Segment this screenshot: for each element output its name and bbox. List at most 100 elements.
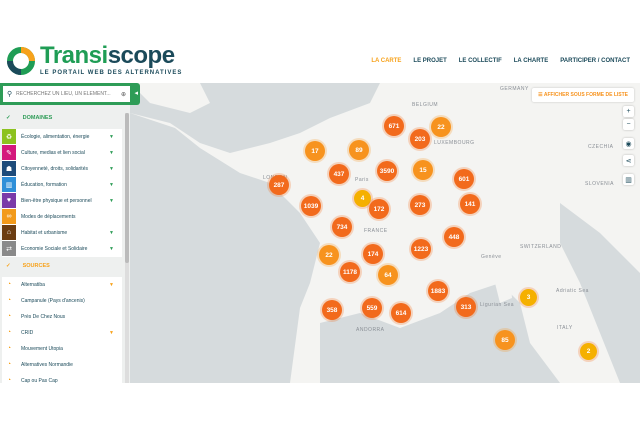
share-icon[interactable]: ⋖ — [623, 155, 634, 166]
chevron-down-icon[interactable]: ▼ — [109, 245, 114, 252]
nav-le-collectif[interactable]: LE COLLECTIF — [458, 58, 502, 64]
map-label: Adriatic Sea — [556, 288, 589, 294]
map-cluster[interactable]: 1039 — [301, 196, 321, 216]
chevron-down-icon[interactable]: ▼ — [109, 229, 114, 236]
map-cluster[interactable]: 64 — [378, 265, 398, 285]
map-cluster[interactable]: 313 — [456, 297, 476, 317]
map-label: SWITZERLAND — [520, 244, 562, 250]
map-cluster[interactable]: 174 — [363, 244, 383, 264]
map-cluster[interactable]: 287 — [269, 175, 289, 195]
map-layers-icon[interactable]: ▥ — [623, 174, 634, 185]
source-item[interactable]: ◔ Près De Chez Nous — [2, 309, 122, 325]
sidebar-scrollbar[interactable] — [125, 113, 129, 383]
search-bar: ⚲ ⊕ ◂ — [0, 83, 140, 105]
map-cluster[interactable]: 89 — [349, 140, 369, 160]
source-item[interactable]: ◔ Campanule (Pays d'ancenis) — [2, 293, 122, 309]
domain-label: Éducation, formation — [21, 181, 67, 188]
nav-la-carte[interactable]: LA CARTE — [371, 58, 402, 64]
source-label: Campanule (Pays d'ancenis) — [21, 297, 85, 304]
list-view-button[interactable]: ☰ AFFICHER SOUS FORME DE LISTE — [532, 88, 634, 102]
domains-list: ♻ Écologie, alimentation, énergie ▼ ✎ Cultur… — [2, 129, 122, 257]
locate-icon[interactable]: ◉ — [623, 138, 634, 149]
domain-item[interactable]: ✎ Culture, medias et lien social ▼ — [2, 145, 122, 161]
map-cluster[interactable]: 437 — [329, 164, 349, 184]
map-label: LUXEMBOURG — [434, 140, 475, 146]
chevron-down-icon[interactable]: ▼ — [109, 181, 114, 188]
map-label: Ligurian Sea — [480, 302, 515, 308]
tagline: LE PORTAIL WEB DES ALTERNATIVES — [40, 70, 183, 76]
chevron-down-icon[interactable]: ▼ — [109, 197, 114, 204]
source-item[interactable]: ◔ Cap ou Pas Cap — [2, 373, 122, 389]
zoom-in-button[interactable]: + — [623, 106, 634, 117]
map-cluster[interactable]: 172 — [369, 199, 389, 219]
map-label: BELGIUM — [412, 102, 439, 108]
map-cluster[interactable]: 1223 — [411, 239, 431, 259]
main-nav: LA CARTE LE PROJET LE COLLECTIF LA CHART… — [371, 58, 630, 64]
map-cluster[interactable]: 22 — [431, 117, 451, 137]
map-cluster[interactable]: 85 — [495, 330, 515, 350]
domain-item[interactable]: ⌂ Habitat et urbanisme ▼ — [2, 225, 122, 241]
map-cluster[interactable]: 203 — [410, 129, 430, 149]
map-label: GERMANY — [500, 86, 529, 92]
chevron-down-icon[interactable]: ▼ — [109, 281, 114, 288]
collapse-sidebar-icon[interactable]: ◂ — [134, 90, 138, 97]
map-label: ANDORRA — [356, 327, 385, 333]
heart-icon: ♥ — [2, 193, 16, 209]
map-label: Genève — [481, 254, 502, 260]
source-item[interactable]: ◔ CRID ▼ — [2, 325, 122, 341]
rss-icon: ◔ — [6, 361, 12, 369]
source-label: Alternatives Normandie — [21, 361, 73, 368]
map-cluster[interactable]: 2 — [580, 343, 597, 360]
map-cluster[interactable]: 22 — [319, 245, 339, 265]
rss-icon: ◔ — [6, 281, 12, 289]
source-label: Cap ou Pas Cap — [21, 377, 58, 384]
map-cluster[interactable]: 734 — [332, 217, 352, 237]
geolocate-icon[interactable]: ⊕ — [120, 91, 126, 98]
nav-le-projet[interactable]: LE PROJET — [413, 58, 447, 64]
map-cluster[interactable]: 1883 — [428, 281, 448, 301]
map-label: Paris — [355, 177, 369, 183]
map-cluster[interactable]: 3 — [520, 289, 537, 306]
source-label: Mouvement Utopia — [21, 345, 63, 352]
nav-la-charte[interactable]: LA CHARTE — [513, 58, 549, 64]
domain-item[interactable]: ▥ Éducation, formation ▼ — [2, 177, 122, 193]
map-cluster[interactable]: 4 — [354, 190, 371, 207]
map-cluster[interactable]: 273 — [410, 195, 430, 215]
domain-item[interactable]: ♥ Bien-être physique et personnel ▼ — [2, 193, 122, 209]
map-cluster[interactable]: 15 — [413, 160, 433, 180]
domain-item[interactable]: ♻ Écologie, alimentation, énergie ▼ — [2, 129, 122, 145]
chevron-down-icon[interactable]: ▼ — [109, 149, 114, 156]
chevron-down-icon[interactable]: ▼ — [109, 165, 114, 172]
map-cluster[interactable]: 141 — [460, 194, 480, 214]
map-cluster[interactable]: 448 — [444, 227, 464, 247]
map-cluster[interactable]: 601 — [454, 169, 474, 189]
map-cluster[interactable]: 614 — [391, 303, 411, 323]
sources-header[interactable]: ✓ SOURCES — [6, 263, 50, 269]
map-cluster[interactable]: 671 — [384, 116, 404, 136]
source-label: Près De Chez Nous — [21, 313, 66, 320]
chevron-down-icon[interactable]: ▼ — [109, 133, 114, 140]
rss-icon: ◔ — [6, 345, 12, 353]
brand-name: Transiscope — [40, 42, 175, 69]
domain-item[interactable]: ⇄ Economie Sociale et Solidaire ▼ — [2, 241, 122, 257]
check-icon: ✓ — [6, 115, 11, 121]
domain-item[interactable]: ☗ Citoyenneté, droits, solidarités ▼ — [2, 161, 122, 177]
source-item[interactable]: ◔ Alternatiba ▼ — [2, 277, 122, 293]
search-input[interactable] — [16, 91, 117, 97]
source-item[interactable]: ◔ Mouvement Utopia — [2, 341, 122, 357]
transiscope-logo[interactable] — [6, 46, 36, 76]
source-item[interactable]: ◔ Alternatives Normandie — [2, 357, 122, 373]
hands-icon: ☗ — [2, 161, 16, 177]
chevron-down-icon[interactable]: ▼ — [109, 329, 114, 336]
map-cluster[interactable]: 1178 — [340, 262, 360, 282]
nav-participer-contact[interactable]: PARTICIPER / CONTACT — [560, 58, 630, 64]
domain-label: Economie Sociale et Solidaire — [21, 245, 88, 252]
check-icon: ✓ — [6, 263, 11, 269]
zoom-out-button[interactable]: − — [623, 119, 634, 130]
map-cluster[interactable]: 17 — [305, 141, 325, 161]
map-cluster[interactable]: 3590 — [377, 161, 397, 181]
map-cluster[interactable]: 358 — [322, 300, 342, 320]
domain-item[interactable]: ∞ Modes de déplacements — [2, 209, 122, 225]
domains-header[interactable]: ✓ DOMAINES — [6, 115, 53, 121]
map-cluster[interactable]: 559 — [362, 298, 382, 318]
